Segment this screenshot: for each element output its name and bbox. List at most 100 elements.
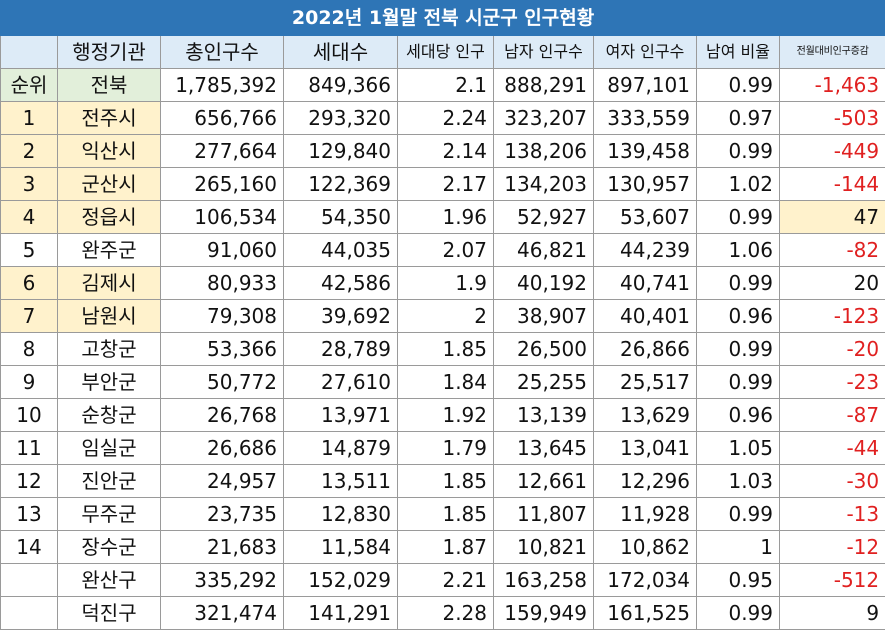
cell-male[interactable]: 13,139: [493, 398, 594, 432]
cell-per-household[interactable]: 2.17: [397, 167, 494, 201]
cell-female[interactable]: 13,041: [593, 431, 697, 465]
cell-female[interactable]: 11,928: [593, 497, 697, 531]
cell-per-household[interactable]: 1.87: [397, 530, 494, 564]
cell-change[interactable]: 9: [778, 596, 885, 630]
cell-households[interactable]: 44,035: [283, 233, 398, 267]
header-total[interactable]: 총인구수: [160, 35, 284, 69]
cell-ratio[interactable]: 0.99: [696, 365, 780, 399]
header-per-household[interactable]: 세대당 인구: [397, 35, 494, 69]
cell-rank[interactable]: 3: [0, 167, 58, 201]
cell-per-household[interactable]: 1.96: [397, 200, 494, 234]
cell-name[interactable]: 김제시: [57, 266, 161, 300]
cell-male[interactable]: 10,821: [493, 530, 594, 564]
cell-name[interactable]: 덕진구: [57, 596, 161, 630]
cell-households[interactable]: 28,789: [283, 332, 398, 366]
summary-change[interactable]: -1,463: [778, 68, 885, 102]
cell-rank[interactable]: 14: [0, 530, 58, 564]
cell-change[interactable]: -20: [778, 332, 885, 366]
cell-rank[interactable]: [0, 596, 58, 630]
cell-per-household[interactable]: 1.84: [397, 365, 494, 399]
header-rank[interactable]: [0, 35, 58, 69]
cell-households[interactable]: 13,511: [283, 464, 398, 498]
cell-name[interactable]: 무주군: [57, 497, 161, 531]
cell-rank[interactable]: [0, 563, 58, 597]
cell-rank[interactable]: 12: [0, 464, 58, 498]
cell-total[interactable]: 321,474: [160, 596, 284, 630]
cell-total[interactable]: 79,308: [160, 299, 284, 333]
cell-male[interactable]: 138,206: [493, 134, 594, 168]
cell-change[interactable]: -87: [778, 398, 885, 432]
cell-per-household[interactable]: 1.79: [397, 431, 494, 465]
cell-female[interactable]: 172,034: [593, 563, 697, 597]
cell-ratio[interactable]: 0.99: [696, 332, 780, 366]
cell-male[interactable]: 38,907: [493, 299, 594, 333]
cell-total[interactable]: 53,366: [160, 332, 284, 366]
header-male[interactable]: 남자 인구수: [493, 35, 594, 69]
cell-total[interactable]: 23,735: [160, 497, 284, 531]
cell-total[interactable]: 91,060: [160, 233, 284, 267]
cell-male[interactable]: 52,927: [493, 200, 594, 234]
cell-change[interactable]: 20: [778, 266, 885, 300]
cell-households[interactable]: 152,029: [283, 563, 398, 597]
cell-change[interactable]: -44: [778, 431, 885, 465]
cell-change[interactable]: 47: [778, 200, 885, 234]
cell-female[interactable]: 40,401: [593, 299, 697, 333]
cell-ratio[interactable]: 0.96: [696, 398, 780, 432]
cell-total[interactable]: 656,766: [160, 101, 284, 135]
cell-rank[interactable]: 4: [0, 200, 58, 234]
cell-ratio[interactable]: 0.99: [696, 200, 780, 234]
cell-per-household[interactable]: 1.85: [397, 497, 494, 531]
cell-female[interactable]: 130,957: [593, 167, 697, 201]
cell-female[interactable]: 161,525: [593, 596, 697, 630]
cell-ratio[interactable]: 0.95: [696, 563, 780, 597]
cell-male[interactable]: 163,258: [493, 563, 594, 597]
cell-ratio[interactable]: 0.97: [696, 101, 780, 135]
cell-female[interactable]: 13,629: [593, 398, 697, 432]
cell-households[interactable]: 54,350: [283, 200, 398, 234]
cell-male[interactable]: 134,203: [493, 167, 594, 201]
cell-total[interactable]: 265,160: [160, 167, 284, 201]
cell-households[interactable]: 13,971: [283, 398, 398, 432]
summary-name[interactable]: 전북: [57, 68, 161, 102]
summary-per-household[interactable]: 2.1: [397, 68, 494, 102]
cell-per-household[interactable]: 1.85: [397, 464, 494, 498]
summary-female[interactable]: 897,101: [593, 68, 697, 102]
summary-households[interactable]: 849,366: [283, 68, 398, 102]
cell-male[interactable]: 13,645: [493, 431, 594, 465]
header-ratio[interactable]: 남여 비율: [696, 35, 780, 69]
cell-change[interactable]: -82: [778, 233, 885, 267]
cell-ratio[interactable]: 0.99: [696, 596, 780, 630]
cell-female[interactable]: 25,517: [593, 365, 697, 399]
cell-ratio[interactable]: 0.96: [696, 299, 780, 333]
cell-ratio[interactable]: 0.99: [696, 497, 780, 531]
cell-male[interactable]: 25,255: [493, 365, 594, 399]
cell-female[interactable]: 12,296: [593, 464, 697, 498]
cell-total[interactable]: 106,534: [160, 200, 284, 234]
cell-per-household[interactable]: 1.92: [397, 398, 494, 432]
cell-name[interactable]: 남원시: [57, 299, 161, 333]
cell-ratio[interactable]: 1.05: [696, 431, 780, 465]
cell-total[interactable]: 26,686: [160, 431, 284, 465]
cell-rank[interactable]: 11: [0, 431, 58, 465]
cell-per-household[interactable]: 2.07: [397, 233, 494, 267]
table-title[interactable]: 2022년 1월말 전북 시군구 인구현황: [0, 0, 885, 36]
cell-female[interactable]: 26,866: [593, 332, 697, 366]
header-change[interactable]: 전월대비인구증감: [778, 35, 885, 69]
cell-name[interactable]: 완주군: [57, 233, 161, 267]
cell-ratio[interactable]: 1.06: [696, 233, 780, 267]
cell-female[interactable]: 139,458: [593, 134, 697, 168]
header-female[interactable]: 여자 인구수: [593, 35, 697, 69]
cell-female[interactable]: 53,607: [593, 200, 697, 234]
cell-households[interactable]: 39,692: [283, 299, 398, 333]
cell-rank[interactable]: 8: [0, 332, 58, 366]
cell-households[interactable]: 129,840: [283, 134, 398, 168]
cell-change[interactable]: -144: [778, 167, 885, 201]
cell-name[interactable]: 진안군: [57, 464, 161, 498]
cell-male[interactable]: 40,192: [493, 266, 594, 300]
cell-households[interactable]: 42,586: [283, 266, 398, 300]
cell-name[interactable]: 정읍시: [57, 200, 161, 234]
cell-name[interactable]: 전주시: [57, 101, 161, 135]
cell-per-household[interactable]: 2: [397, 299, 494, 333]
cell-rank[interactable]: 6: [0, 266, 58, 300]
cell-name[interactable]: 부안군: [57, 365, 161, 399]
